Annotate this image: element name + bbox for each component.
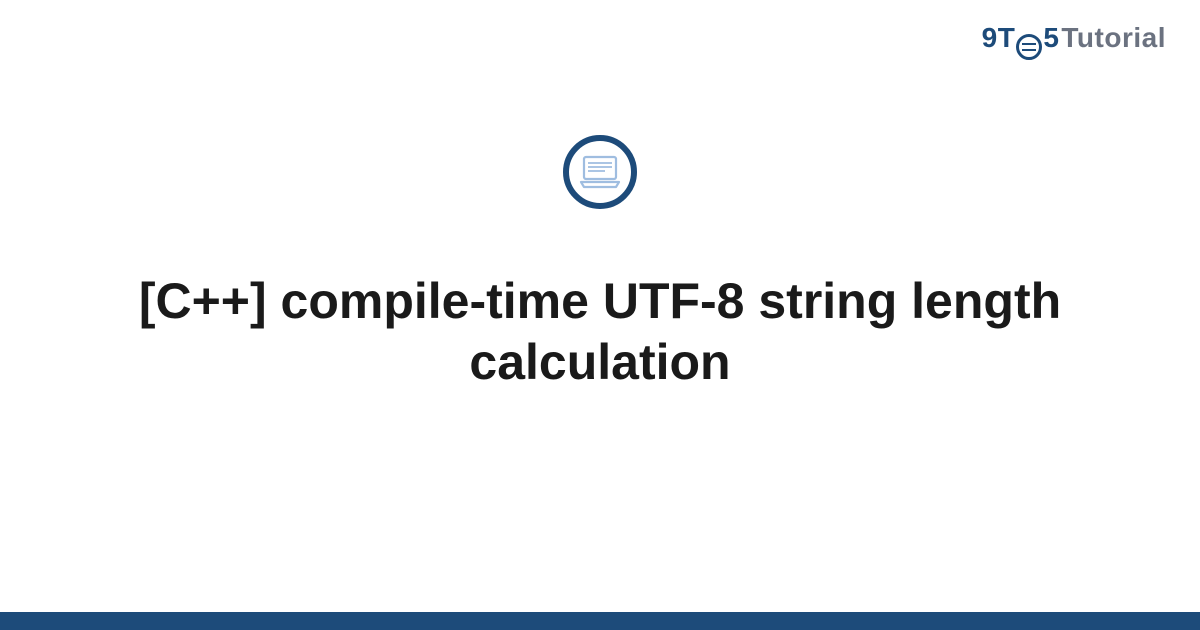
brand-logo: 9T 5 Tutorial [982, 24, 1166, 56]
brand-text-9t: 9T [982, 24, 1016, 52]
brand-circle-icon [1016, 34, 1042, 60]
main-content: [C++] compile-time UTF-8 string length c… [0, 135, 1200, 393]
brand-text-tutorial: Tutorial [1061, 24, 1166, 52]
laptop-icon [563, 135, 637, 209]
laptop-svg [579, 155, 621, 189]
brand-text-5: 5 [1043, 24, 1059, 52]
brand-circle-bars [1022, 43, 1036, 51]
page-title: [C++] compile-time UTF-8 string length c… [0, 271, 1200, 393]
footer-accent-bar [0, 612, 1200, 630]
